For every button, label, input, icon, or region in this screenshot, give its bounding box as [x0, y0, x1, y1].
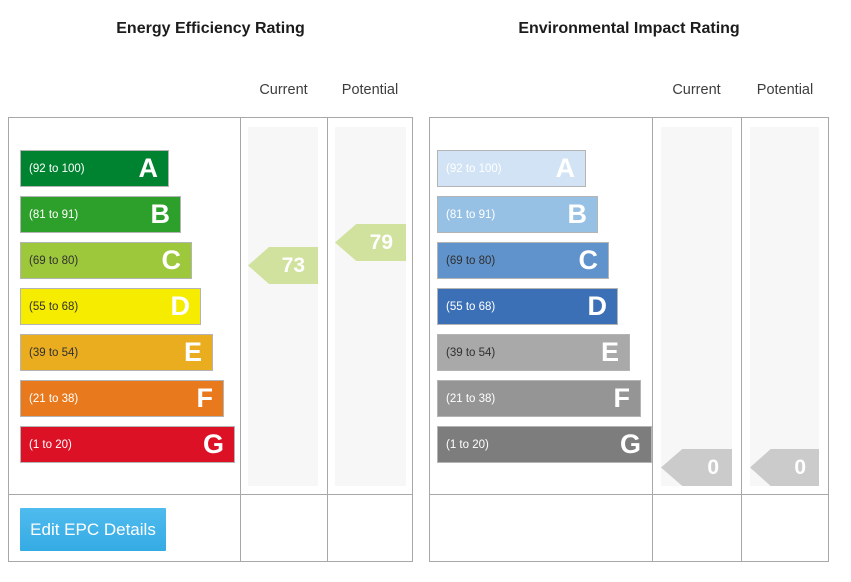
- eir-current-column-track: [661, 127, 732, 486]
- band-letter: C: [161, 245, 182, 275]
- column-divider: [240, 118, 241, 561]
- eir-band-g: (1 to 20) G: [437, 426, 652, 463]
- column-divider: [327, 118, 328, 561]
- band-letter: A: [138, 153, 159, 183]
- row-divider: [430, 494, 828, 495]
- eir-potential-column-track: [750, 127, 819, 486]
- band-letter: F: [196, 383, 214, 413]
- band-letter: E: [183, 337, 202, 367]
- band-letter: A: [555, 153, 576, 183]
- band-letter: G: [619, 429, 641, 459]
- eer-potential-value: 79: [369, 230, 393, 254]
- eir-band-c: (69 to 80) C: [437, 242, 609, 279]
- energy-efficiency-chart: (92 to 100) A (81 to 91) B (69 to 80) C …: [8, 117, 413, 562]
- band-letter: B: [567, 199, 588, 229]
- band-letter: G: [202, 429, 224, 459]
- row-divider: [9, 494, 412, 495]
- eer-current-header: Current: [259, 82, 308, 98]
- eer-band-f: (21 to 38) F: [20, 380, 224, 417]
- band-range-label: (21 to 38): [446, 392, 496, 405]
- band-range-label: (39 to 54): [29, 346, 79, 359]
- column-divider: [741, 118, 742, 561]
- band-letter: D: [170, 291, 191, 321]
- band-range-label: (39 to 54): [446, 346, 496, 359]
- band-range-label: (1 to 20): [446, 438, 489, 451]
- column-divider: [652, 118, 653, 561]
- eer-band-a: (92 to 100) A: [20, 150, 169, 187]
- band-letter: F: [613, 383, 631, 413]
- edit-epc-details-button[interactable]: Edit EPC Details: [20, 508, 166, 551]
- eer-bands: (92 to 100) A (81 to 91) B (69 to 80) C …: [20, 150, 235, 463]
- band-range-label: (81 to 91): [446, 208, 496, 221]
- eir-potential-value: 0: [794, 455, 806, 479]
- band-letter: D: [587, 291, 608, 321]
- eer-current-value: 73: [281, 253, 305, 277]
- environmental-impact-title: Environmental Impact Rating: [518, 20, 740, 37]
- eir-band-a: (92 to 100) A: [437, 150, 586, 187]
- band-range-label: (69 to 80): [29, 254, 79, 267]
- eir-band-d: (55 to 68) D: [437, 288, 618, 325]
- eer-band-g: (1 to 20) G: [20, 426, 235, 463]
- band-range-label: (55 to 68): [29, 300, 79, 313]
- eir-band-b: (81 to 91) B: [437, 196, 598, 233]
- band-range-label: (92 to 100): [29, 162, 85, 175]
- band-range-label: (55 to 68): [446, 300, 496, 313]
- eir-potential-header: Potential: [756, 82, 814, 98]
- band-range-label: (21 to 38): [29, 392, 79, 405]
- band-letter: B: [150, 199, 171, 229]
- eer-band-d: (55 to 68) D: [20, 288, 201, 325]
- band-letter: E: [600, 337, 619, 367]
- band-range-label: (81 to 91): [29, 208, 79, 221]
- eir-current-header: Current: [672, 82, 721, 98]
- eer-current-column-track: [248, 127, 318, 486]
- band-letter: C: [578, 245, 599, 275]
- energy-efficiency-title: Energy Efficiency Rating: [116, 20, 305, 37]
- eer-potential-header: Potential: [341, 82, 399, 98]
- eer-band-e: (39 to 54) E: [20, 334, 213, 371]
- environmental-impact-chart: (92 to 100) A (81 to 91) B (69 to 80) C …: [429, 117, 829, 562]
- band-range-label: (92 to 100): [446, 162, 502, 175]
- eir-band-e: (39 to 54) E: [437, 334, 630, 371]
- eer-potential-column-track: [335, 127, 406, 486]
- eer-band-c: (69 to 80) C: [20, 242, 192, 279]
- band-range-label: (69 to 80): [446, 254, 496, 267]
- band-range-label: (1 to 20): [29, 438, 72, 451]
- eer-band-b: (81 to 91) B: [20, 196, 181, 233]
- eir-band-f: (21 to 38) F: [437, 380, 641, 417]
- eir-current-value: 0: [707, 455, 719, 479]
- eir-bands: (92 to 100) A (81 to 91) B (69 to 80) C …: [437, 150, 652, 463]
